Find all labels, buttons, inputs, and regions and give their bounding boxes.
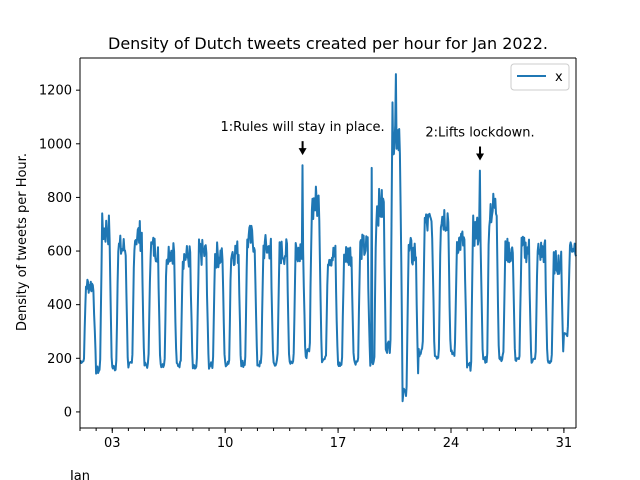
legend: x (510, 63, 570, 91)
x-tick-label: 31 (556, 436, 573, 451)
axes: 0 200 400 600 800 1000 1200 03 10 17 24 31 (39, 57, 577, 451)
x-tick-label: 24 (443, 436, 460, 451)
legend-series-label: x (555, 70, 563, 85)
y-tick-label: 1200 (39, 84, 72, 99)
x-axis-month-label: Jan (69, 469, 90, 480)
y-tick-label: 800 (47, 191, 72, 206)
y-axis-label: Density of tweets per Hour. (15, 153, 30, 331)
annotations: 1:Rules will stay in place. 2:Lifts lockd… (220, 120, 535, 161)
plot-area (79, 73, 577, 403)
annotation-label-2: 2:Lifts lockdown. (425, 126, 534, 141)
y-tick-label: 400 (47, 298, 72, 313)
y-tick-label: 1000 (39, 137, 72, 152)
y-tick-label: 0 (64, 405, 72, 420)
annotation-arrow-head (298, 148, 307, 156)
series-line-x (79, 73, 577, 403)
annotation-label-1: 1:Rules will stay in place. (220, 120, 384, 135)
y-tick-label: 600 (47, 245, 72, 260)
chart-title: Density of Dutch tweets created per hour… (108, 34, 548, 53)
x-tick-label: 17 (330, 436, 347, 451)
y-tick-label: 200 (47, 352, 72, 367)
annotation-arrow-head (476, 153, 485, 161)
x-tick-label: 10 (217, 436, 234, 451)
x-tick-label: 03 (104, 436, 121, 451)
